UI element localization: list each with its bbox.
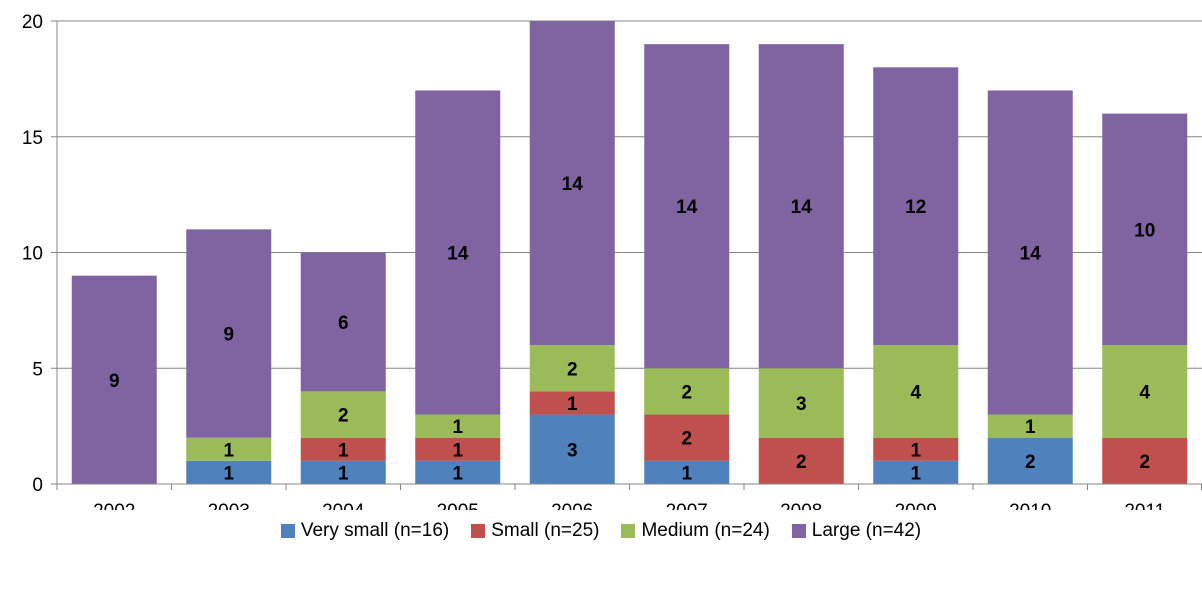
x-tick-label: 2003 (208, 501, 250, 510)
x-tick-label: 2011 (1124, 501, 1165, 510)
legend-label: Small (n=25) (491, 520, 600, 541)
bar-segment (644, 44, 730, 369)
y-tick-label: 10 (22, 244, 43, 265)
x-tick-label: 2008 (780, 501, 822, 510)
bar-segment (1102, 113, 1188, 346)
legend-item: Small (n=25) (471, 520, 599, 542)
x-tick-label: 2005 (437, 501, 479, 510)
legend-label: Very small (n=16) (300, 520, 450, 541)
data-label: 4 (1139, 382, 1150, 403)
bar-segment (529, 345, 615, 392)
legend-label: Medium (n=24) (641, 520, 770, 541)
data-label: 1 (1025, 417, 1036, 438)
y-tick-label: 20 (22, 12, 43, 33)
bar-segment (186, 437, 272, 461)
bar-segment (758, 368, 844, 438)
bar-segment (758, 437, 844, 484)
bar-segment (1102, 345, 1188, 438)
data-label: 1 (681, 463, 692, 484)
bar-segment (529, 414, 615, 484)
data-label: 2 (338, 406, 349, 427)
data-label: 2 (681, 382, 692, 403)
legend-swatch (621, 524, 636, 538)
data-label: 2 (1025, 452, 1036, 473)
data-label: 1 (910, 440, 921, 461)
bars (71, 21, 1188, 484)
bar-segment (529, 391, 615, 415)
data-label: 14 (562, 174, 584, 195)
data-label: 1 (452, 463, 463, 484)
data-label: 1 (338, 463, 349, 484)
bar-segment (415, 460, 501, 484)
x-tick-label: 2002 (93, 501, 135, 510)
data-label: 2 (796, 452, 807, 473)
bar-segment (644, 368, 730, 415)
bar-segment (987, 437, 1073, 484)
data-label: 10 (1134, 220, 1155, 241)
legend-swatch (280, 524, 295, 538)
data-label: 1 (223, 440, 234, 461)
bar-segment (987, 414, 1073, 438)
data-label: 1 (452, 440, 463, 461)
data-label: 2 (567, 359, 578, 380)
data-label: 14 (447, 244, 469, 265)
bar-segment (300, 437, 386, 461)
y-tick-label: 5 (32, 359, 43, 380)
bar-segment (300, 252, 386, 392)
legend-item: Medium (n=24) (621, 520, 770, 542)
x-tick-label: 2010 (1009, 501, 1051, 510)
bar-segment (873, 67, 959, 346)
data-label: 1 (452, 417, 463, 438)
bar-segment (644, 414, 730, 461)
x-tick-label: 2009 (895, 501, 937, 510)
legend-swatch (471, 524, 486, 538)
bar-segment (1102, 437, 1188, 484)
data-label: 4 (910, 382, 921, 403)
bar-segment (415, 414, 501, 438)
data-label: 12 (905, 197, 926, 218)
data-label: 9 (109, 371, 120, 392)
data-label: 2 (1139, 452, 1150, 473)
bar-segment (873, 460, 959, 484)
bar-segment (300, 460, 386, 484)
bar-segment (758, 44, 844, 369)
y-tick-label: 0 (32, 475, 43, 496)
x-tick-label: 2007 (666, 501, 708, 510)
data-label: 1 (223, 463, 234, 484)
bar-segment (71, 275, 157, 484)
legend: Very small (n=16) Small (n=25) Medium (n=2… (0, 520, 1202, 542)
legend-label: Large (n=42) (811, 520, 922, 541)
data-label: 3 (796, 394, 807, 415)
bar-segment (300, 391, 386, 438)
bar-segment (186, 229, 272, 438)
data-label: 14 (676, 197, 698, 218)
x-tick-label: 2004 (322, 501, 365, 510)
bar-segment (529, 21, 615, 346)
bar-segment (415, 90, 501, 415)
data-label: 14 (791, 197, 813, 218)
data-label: 14 (1020, 244, 1042, 265)
bar-segment (644, 460, 730, 484)
bar-segment (987, 90, 1073, 415)
legend-swatch (791, 524, 806, 538)
data-label: 9 (223, 325, 234, 346)
legend-item: Very small (n=16) (280, 520, 450, 542)
data-label: 1 (338, 440, 349, 461)
data-label: 6 (338, 313, 349, 334)
data-label: 2 (681, 429, 692, 450)
data-label: 3 (567, 440, 578, 461)
y-tick-label: 15 (22, 128, 43, 149)
bar-segment (873, 345, 959, 438)
bar-segment (873, 437, 959, 461)
legend-item: Large (n=42) (791, 520, 922, 542)
bar-segment (415, 437, 501, 461)
data-label: 1 (910, 463, 921, 484)
x-tick-label: 2006 (551, 501, 593, 510)
data-label: 1 (567, 394, 578, 415)
stacked-bar-chart: 9119112611114312141221423141141221142410… (22, 12, 1202, 522)
bar-segment (186, 460, 272, 484)
